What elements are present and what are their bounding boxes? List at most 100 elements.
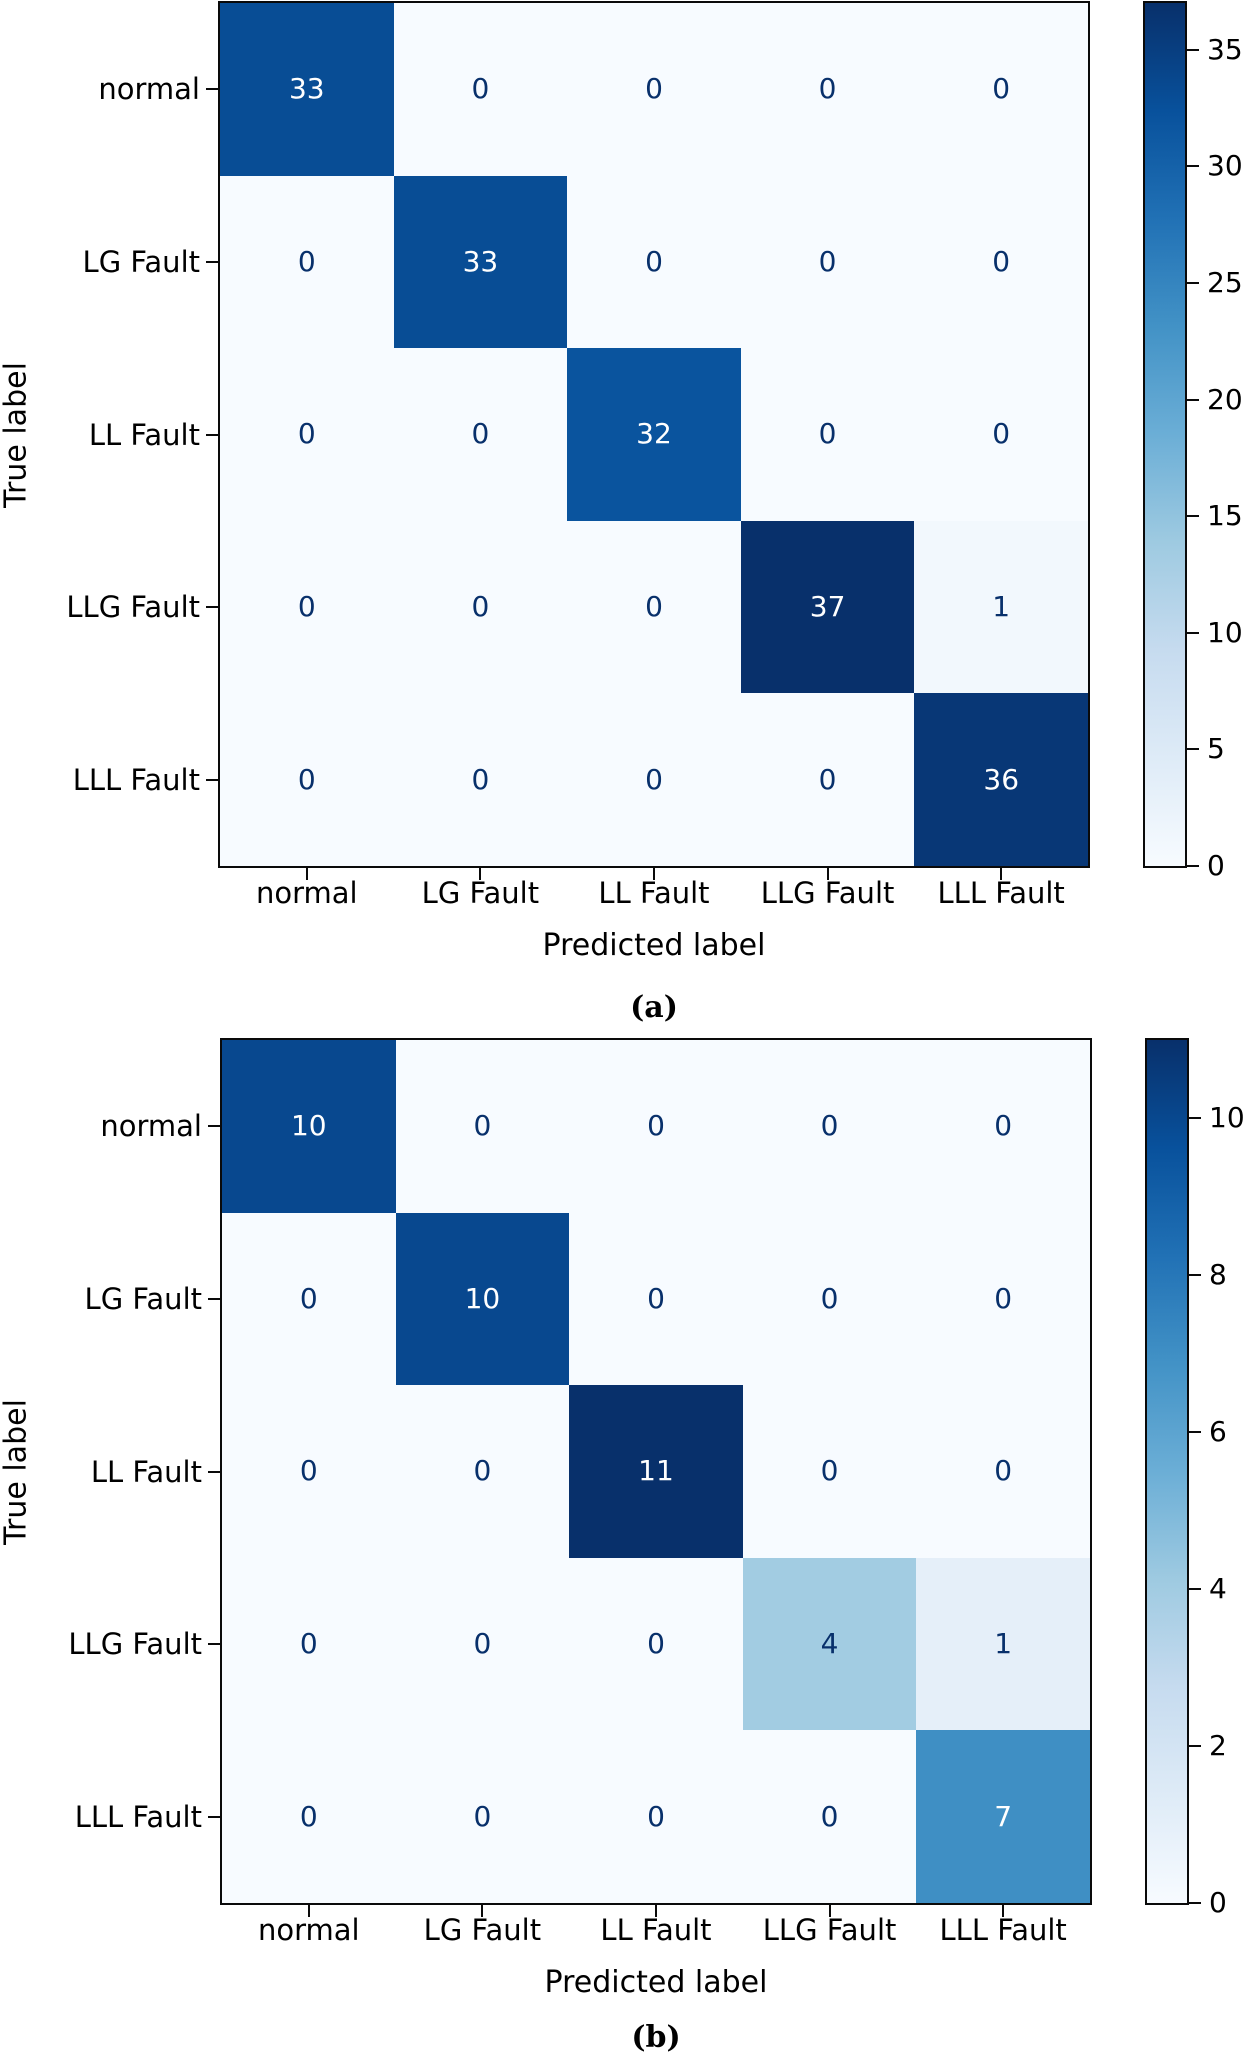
colorbar-tick-mark xyxy=(1187,748,1199,751)
y-tick-label: LG Fault xyxy=(82,244,200,279)
colorbar-tick-label: 20 xyxy=(1207,382,1243,416)
heatmap-cell: 0 xyxy=(567,693,741,866)
colorbar-tick-label: 8 xyxy=(1209,1258,1227,1292)
x-tick-mark xyxy=(1002,1905,1005,1917)
heatmap-cell: 33 xyxy=(220,3,394,176)
x-axis-title: Predicted label xyxy=(544,1965,768,2000)
heatmap-cell: 32 xyxy=(567,348,741,521)
heatmap-cell: 0 xyxy=(222,1385,396,1558)
heatmap-cell: 0 xyxy=(740,175,915,349)
heatmap-grid: 10 0 0 0 0 0 10 0 0 0 0 0 11 0 0 0 0 0 4 1 0 0 0 0 7 xyxy=(220,1038,1092,1905)
x-tick-mark xyxy=(828,1905,831,1917)
x-tick-label: LL Fault xyxy=(600,1913,712,1947)
x-tick-mark xyxy=(305,868,308,880)
x-tick-mark xyxy=(826,868,829,880)
heatmap-cell: 0 xyxy=(567,520,741,694)
colorbar-tick-label: 0 xyxy=(1207,849,1225,882)
heatmap-cell: 0 xyxy=(916,1385,1090,1558)
y-tick-mark xyxy=(206,778,218,781)
y-tick-mark xyxy=(208,1125,220,1128)
y-tick-label: LLL Fault xyxy=(72,762,200,797)
heatmap-cell: 0 xyxy=(220,348,394,521)
colorbar-tick-label: 4 xyxy=(1209,1572,1227,1606)
colorbar xyxy=(1145,1038,1189,1905)
heatmap-cell: 0 xyxy=(742,1730,917,1903)
heatmap-cell: 0 xyxy=(393,693,568,866)
heatmap-cell: 0 xyxy=(914,3,1088,176)
y-tick-mark xyxy=(208,1297,220,1300)
heatmap-cell: 0 xyxy=(914,348,1088,521)
heatmap-cell: 4 xyxy=(742,1557,917,1731)
heatmap-cell: 1 xyxy=(914,520,1088,694)
heatmap-cell: 10 xyxy=(395,1212,570,1386)
y-tick-label: normal xyxy=(100,1109,202,1144)
heatmap-cell: 0 xyxy=(567,175,741,349)
x-tick-mark xyxy=(481,1905,484,1917)
colorbar-tick-mark xyxy=(1189,1431,1201,1434)
y-tick-label: LLG Fault xyxy=(66,590,200,625)
subfigure-caption-a: (a) xyxy=(630,990,678,1025)
colorbar-tick-mark xyxy=(1189,1588,1201,1591)
heatmap-cell: 36 xyxy=(914,693,1088,866)
subfigure-caption-b: (b) xyxy=(631,2020,681,2055)
colorbar-tick-label: 2 xyxy=(1209,1729,1227,1763)
x-tick-label: LL Fault xyxy=(598,876,710,910)
colorbar-tick-mark xyxy=(1189,1902,1201,1904)
y-axis-title: True label xyxy=(0,1398,33,1545)
y-tick-label: LLG Fault xyxy=(68,1627,202,1662)
x-tick-mark xyxy=(307,1905,310,1917)
heatmap-cell: 0 xyxy=(742,1212,917,1386)
heatmap-cell: 7 xyxy=(916,1730,1090,1903)
heatmap-cell: 11 xyxy=(569,1385,743,1558)
heatmap-cell: 0 xyxy=(569,1040,743,1213)
heatmap-cell: 0 xyxy=(916,1040,1090,1213)
colorbar-tick-mark xyxy=(1189,1117,1201,1120)
heatmap-cell: 10 xyxy=(222,1040,396,1213)
colorbar-tick-mark xyxy=(1187,48,1199,51)
colorbar-tick-mark xyxy=(1187,631,1199,634)
x-tick-label: LG Fault xyxy=(421,876,540,910)
colorbar-tick-label: 15 xyxy=(1207,499,1243,533)
heatmap-grid: 33 0 0 0 0 0 33 0 0 0 0 0 32 0 0 0 0 0 37 1 0 0 0 0 36 xyxy=(218,1,1090,868)
colorbar-tick-label: 6 xyxy=(1209,1415,1227,1449)
x-tick-label: LLG Fault xyxy=(762,1913,897,1947)
y-tick-label: LG Fault xyxy=(84,1281,202,1316)
x-tick-mark xyxy=(479,868,482,880)
heatmap-cell: 0 xyxy=(220,693,394,866)
x-tick-mark xyxy=(655,1905,657,1917)
heatmap-cell: 0 xyxy=(395,1040,570,1213)
y-tick-label: normal xyxy=(98,72,200,107)
heatmap-cell: 0 xyxy=(393,3,568,176)
heatmap-cell: 0 xyxy=(569,1212,743,1386)
colorbar-tick-label: 35 xyxy=(1207,32,1243,66)
colorbar xyxy=(1143,1,1187,868)
colorbar-tick-mark xyxy=(1187,165,1199,168)
heatmap-cell: 0 xyxy=(742,1385,917,1558)
heatmap-cell: 37 xyxy=(740,520,915,694)
x-tick-label: LG Fault xyxy=(423,1913,542,1947)
heatmap-cell: 0 xyxy=(914,175,1088,349)
colorbar-tick-mark xyxy=(1187,865,1199,867)
colorbar-tick-mark xyxy=(1187,398,1199,401)
colorbar-tick-label: 10 xyxy=(1207,615,1243,649)
heatmap-cell: 0 xyxy=(740,3,915,176)
x-tick-label: LLL Fault xyxy=(939,1913,1067,1947)
colorbar-tick-label: 5 xyxy=(1207,732,1225,766)
x-axis-title: Predicted label xyxy=(542,928,766,963)
heatmap-cell: 0 xyxy=(740,348,915,521)
heatmap-cell: 0 xyxy=(740,693,915,866)
heatmap-cell: 0 xyxy=(567,3,741,176)
y-tick-label: LLL Fault xyxy=(74,1799,202,1834)
heatmap-cell: 0 xyxy=(395,1385,570,1558)
heatmap-cell: 0 xyxy=(395,1557,570,1731)
y-tick-mark xyxy=(206,433,218,436)
colorbar-tick-label: 10 xyxy=(1209,1101,1245,1135)
colorbar-tick-label: 30 xyxy=(1207,149,1243,183)
x-tick-mark xyxy=(1000,868,1003,880)
y-tick-mark xyxy=(208,1643,220,1646)
x-tick-mark xyxy=(653,868,655,880)
heatmap-cell: 0 xyxy=(220,175,394,349)
